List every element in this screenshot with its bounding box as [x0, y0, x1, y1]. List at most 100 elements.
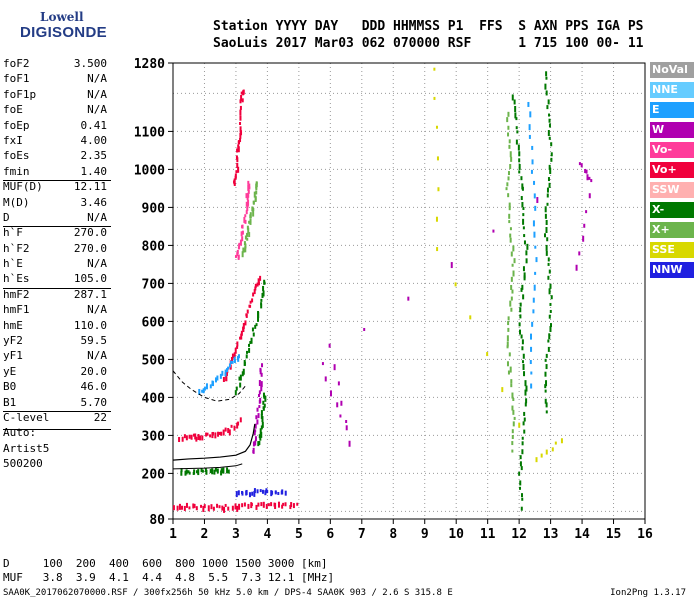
echo-mark	[271, 490, 274, 495]
echo-mark	[193, 469, 196, 475]
echo-mark	[227, 428, 230, 434]
echo-mark	[333, 364, 336, 371]
echo-mark	[235, 386, 238, 391]
echo-mark	[363, 327, 366, 331]
echo-mark	[239, 417, 242, 423]
echo-mark	[506, 117, 509, 123]
echo-mark	[247, 227, 250, 234]
x-tick-label: 2	[201, 527, 209, 542]
echo-mark	[260, 372, 263, 377]
echo-mark	[254, 436, 257, 442]
echo-mark	[239, 121, 242, 125]
param-value: 287.1	[73, 287, 107, 301]
param-yf2: yF2 59.5	[3, 333, 107, 348]
echo-mark	[242, 89, 245, 95]
echo-mark	[509, 300, 512, 307]
echo-mark	[550, 295, 553, 300]
echo-mark	[256, 407, 259, 412]
echo-mark	[533, 231, 536, 238]
echo-mark	[544, 206, 547, 213]
autoscaling-line: Auto:	[3, 425, 107, 440]
echo-mark	[245, 193, 248, 199]
param-label: hmF2	[3, 287, 30, 301]
echo-mark	[521, 449, 524, 455]
echo-mark	[436, 247, 439, 252]
legend-vo-: Vo+	[650, 162, 694, 178]
echo-mark	[223, 506, 226, 513]
echo-mark	[530, 346, 533, 352]
echo-mark	[507, 327, 510, 332]
echo-mark	[549, 326, 552, 333]
param-label: foE	[3, 103, 23, 117]
legend-ssw: SSW	[650, 182, 694, 198]
param-value: N/A	[87, 87, 107, 101]
echo-mark	[580, 163, 583, 168]
echo-mark	[524, 389, 527, 396]
echo-mark	[509, 366, 512, 373]
echo-mark	[509, 151, 512, 158]
x-tick-label: 4	[263, 527, 271, 542]
param-hmf2: hmF2 287.1	[3, 287, 107, 302]
echo-mark	[201, 469, 204, 473]
echo-mark	[260, 413, 263, 419]
echo-mark	[203, 504, 206, 509]
echo-mark	[239, 374, 242, 381]
legend-e: E	[650, 102, 694, 118]
echo-mark	[520, 176, 523, 181]
distance-row: D 100 200 400 600 800 1000 1500 3000 [km…	[3, 557, 328, 570]
echo-mark	[202, 388, 205, 394]
echo-mark	[249, 212, 252, 219]
echo-mark	[249, 341, 252, 345]
param-c-level: C-level 22	[3, 410, 107, 425]
echo-mark	[521, 202, 524, 208]
param-fof1: foF1 N/A	[3, 71, 107, 86]
echo-mark	[240, 330, 243, 336]
echo-mark	[239, 109, 242, 116]
param-yf1: yF1 N/A	[3, 348, 107, 363]
echo-mark	[506, 345, 509, 349]
echo-mark	[239, 382, 242, 388]
echo-mark	[584, 169, 587, 174]
echo-mark	[213, 469, 216, 475]
echo-mark	[244, 219, 247, 224]
echo-mark	[545, 76, 548, 80]
echo-mark	[583, 223, 586, 228]
echo-mark	[265, 503, 268, 509]
echo-mark	[533, 180, 536, 185]
echo-mark	[324, 376, 327, 382]
echo-mark	[507, 316, 510, 321]
echo-mark	[260, 304, 263, 309]
echo-mark	[243, 360, 246, 367]
echo-mark	[211, 431, 214, 435]
echo-mark	[252, 200, 255, 204]
echo-mark	[188, 506, 191, 510]
x-tick-label: 7	[358, 527, 366, 542]
param-h-es: h`Es 105.0	[3, 271, 107, 286]
echo-mark	[205, 383, 208, 390]
echo-mark	[454, 282, 457, 287]
echo-mark	[511, 429, 514, 434]
echo-mark	[508, 220, 511, 224]
echo-mark	[254, 423, 257, 429]
echo-mark	[202, 505, 205, 512]
echo-mark	[254, 324, 257, 329]
echo-mark	[255, 504, 258, 510]
echo-mark	[529, 111, 532, 118]
echo-mark	[523, 240, 526, 245]
echo-mark	[518, 471, 521, 476]
echo-mark	[184, 470, 187, 476]
echo-mark	[244, 246, 247, 253]
echo-mark	[546, 187, 549, 193]
echo-mark	[296, 502, 299, 506]
echo-mark	[507, 111, 510, 117]
y-tick-label: 1280	[134, 57, 165, 72]
echo-mark	[530, 383, 533, 389]
echo-mark	[548, 136, 551, 140]
echo-mark	[254, 286, 257, 291]
autoscaling-text: Artist5	[3, 441, 50, 455]
echo-mark	[348, 440, 351, 447]
param-value: 0.41	[80, 118, 108, 132]
echo-mark	[239, 138, 242, 143]
separator-line	[3, 288, 111, 289]
echo-mark	[238, 242, 241, 246]
